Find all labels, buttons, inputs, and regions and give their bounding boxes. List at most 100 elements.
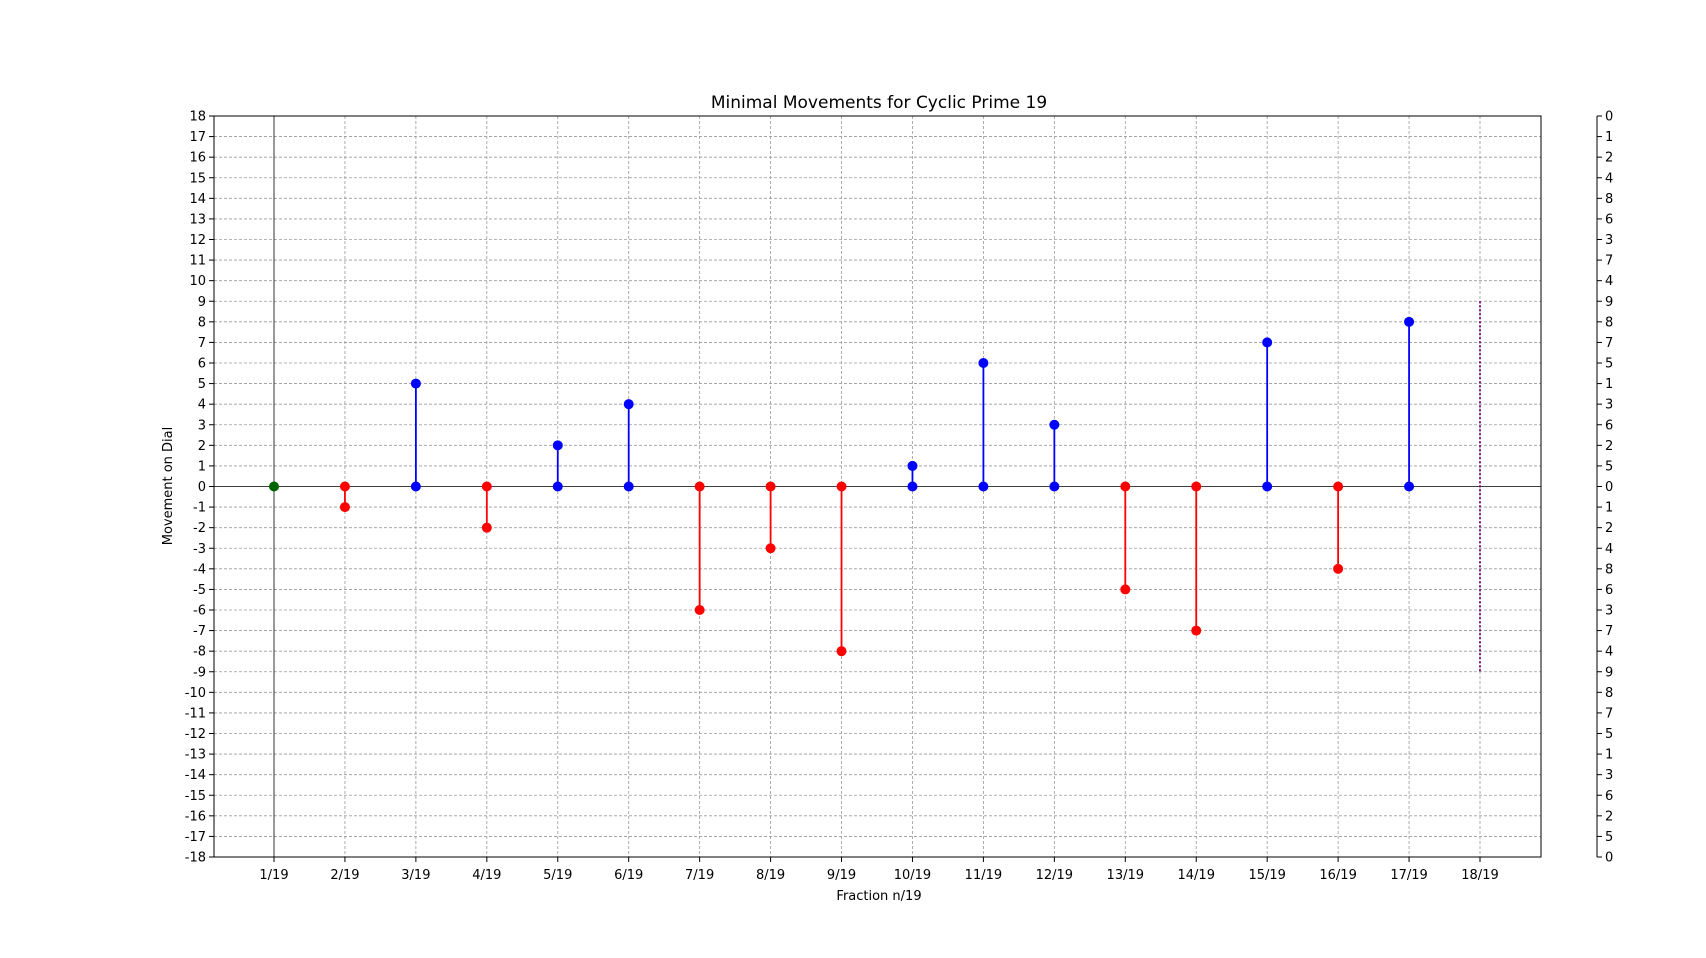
right-y-tick-label: 6 bbox=[1605, 212, 1613, 227]
x-tick-label: 7/19 bbox=[685, 868, 714, 883]
stem-point bbox=[481, 522, 492, 533]
y-tick-label: -1 bbox=[193, 501, 206, 516]
y-tick-label: -13 bbox=[185, 748, 206, 763]
y-tick-label: -4 bbox=[193, 562, 206, 577]
right-y-tick-label: 3 bbox=[1605, 768, 1613, 783]
x-tick-label: 8/19 bbox=[756, 868, 785, 883]
right-y-tick-label: 0 bbox=[1605, 851, 1613, 866]
stem-point bbox=[410, 378, 421, 389]
stem-base-point bbox=[1404, 481, 1415, 492]
stem-point bbox=[552, 440, 563, 451]
stem-point bbox=[1120, 584, 1131, 595]
y-tick-label: -9 bbox=[193, 665, 206, 680]
right-y-tick-label: 0 bbox=[1605, 110, 1613, 125]
stem-base-point bbox=[552, 481, 563, 492]
right-y-tick-label: 2 bbox=[1605, 151, 1613, 166]
y-tick-label: -11 bbox=[185, 706, 206, 721]
y-tick-label: 14 bbox=[189, 192, 206, 207]
y-tick-label: 6 bbox=[198, 357, 206, 372]
stem-base-point bbox=[1262, 481, 1273, 492]
right-y-tick-label: 4 bbox=[1605, 645, 1613, 660]
stem-base-point bbox=[1191, 481, 1202, 492]
y-tick-label: -16 bbox=[185, 809, 206, 824]
stem-base-point bbox=[694, 481, 705, 492]
right-y-tick-label: 6 bbox=[1605, 583, 1613, 598]
stem-point bbox=[694, 605, 705, 615]
right-y-tick-label: 3 bbox=[1605, 398, 1613, 413]
right-y-tick-label: 7 bbox=[1605, 254, 1613, 269]
axes: -18-17-16-15-14-13-12-11-10-9-8-7-6-5-4-… bbox=[185, 110, 1614, 884]
right-y-tick-label: 5 bbox=[1605, 357, 1613, 372]
y-tick-label: -8 bbox=[193, 645, 206, 660]
y-tick-label: 4 bbox=[198, 398, 206, 413]
stem-point bbox=[1049, 419, 1060, 430]
y-tick-label: -5 bbox=[193, 583, 206, 598]
stem-base-point bbox=[410, 481, 421, 492]
y-tick-label: -2 bbox=[193, 521, 206, 536]
y-tick-label: -15 bbox=[185, 789, 206, 804]
y-tick-label: -7 bbox=[193, 624, 206, 639]
y-tick-label: 3 bbox=[198, 418, 206, 433]
y-tick-label: 7 bbox=[198, 336, 206, 351]
right-y-tick-label: 2 bbox=[1605, 439, 1613, 454]
stem-base-point bbox=[339, 481, 350, 492]
x-tick-label: 5/19 bbox=[543, 868, 572, 883]
right-y-tick-label: 1 bbox=[1605, 501, 1613, 516]
right-y-tick-label: 4 bbox=[1605, 274, 1613, 289]
right-y-tick-label: 6 bbox=[1605, 789, 1613, 804]
x-tick-label: 15/19 bbox=[1248, 868, 1285, 883]
x-tick-label: 9/19 bbox=[827, 868, 856, 883]
stem-point bbox=[765, 543, 776, 554]
right-y-tick-label: 8 bbox=[1605, 562, 1613, 577]
x-tick-label: 4/19 bbox=[472, 868, 501, 883]
y-tick-label: -12 bbox=[185, 727, 206, 742]
x-tick-label: 3/19 bbox=[401, 868, 430, 883]
right-y-tick-label: 2 bbox=[1605, 521, 1613, 536]
stem-base-point bbox=[1333, 481, 1344, 492]
x-tick-label: 1/19 bbox=[259, 868, 288, 883]
right-y-tick-label: 1 bbox=[1605, 130, 1613, 145]
y-tick-label: 16 bbox=[189, 151, 206, 166]
y-tick-label: 17 bbox=[189, 130, 206, 145]
right-y-tick-label: 8 bbox=[1605, 192, 1613, 207]
stem-point bbox=[836, 646, 847, 657]
right-y-tick-label: 4 bbox=[1605, 542, 1613, 557]
stem-base-point bbox=[481, 481, 492, 492]
right-y-tick-label: 9 bbox=[1605, 295, 1613, 310]
y-tick-label: 5 bbox=[198, 377, 206, 392]
right-y-tick-label: 1 bbox=[1605, 748, 1613, 763]
right-y-tick-label: 7 bbox=[1605, 336, 1613, 351]
stem-base-point bbox=[1049, 481, 1060, 492]
right-y-tick-label: 5 bbox=[1605, 830, 1613, 845]
x-tick-label: 12/19 bbox=[1036, 868, 1073, 883]
right-y-tick-label: 6 bbox=[1605, 418, 1613, 433]
stem-base-point bbox=[623, 481, 634, 492]
y-axis-title: Movement on Dial bbox=[161, 427, 176, 546]
x-tick-label: 18/19 bbox=[1461, 868, 1498, 883]
right-y-tick-label: 1 bbox=[1605, 377, 1613, 392]
right-y-tick-label: 9 bbox=[1605, 665, 1613, 680]
stem-base-point bbox=[907, 481, 918, 492]
stem-base-point bbox=[836, 481, 847, 492]
stem-point bbox=[623, 399, 634, 410]
stem-base-point bbox=[1120, 481, 1131, 492]
x-tick-label: 14/19 bbox=[1178, 868, 1215, 883]
plot-frame bbox=[213, 115, 1542, 858]
right-y-tick-label: 8 bbox=[1605, 686, 1613, 701]
grid bbox=[214, 115, 1541, 858]
right-y-tick-label: 5 bbox=[1605, 459, 1613, 474]
y-tick-label: 0 bbox=[198, 480, 206, 495]
right-y-tick-label: 4 bbox=[1605, 171, 1613, 186]
y-tick-label: 10 bbox=[189, 274, 206, 289]
y-tick-label: 12 bbox=[189, 233, 206, 248]
stem-point bbox=[907, 460, 918, 471]
y-tick-label: 15 bbox=[189, 171, 206, 186]
x-tick-label: 17/19 bbox=[1390, 868, 1427, 883]
x-axis-title: Fraction n/19 bbox=[836, 889, 921, 904]
y-tick-label: 8 bbox=[198, 315, 206, 330]
y-tick-label: 9 bbox=[198, 295, 206, 310]
y-tick-label: 11 bbox=[189, 254, 206, 269]
stem-point bbox=[1333, 563, 1344, 574]
chart-title: Minimal Movements for Cyclic Prime 19 bbox=[711, 93, 1047, 113]
